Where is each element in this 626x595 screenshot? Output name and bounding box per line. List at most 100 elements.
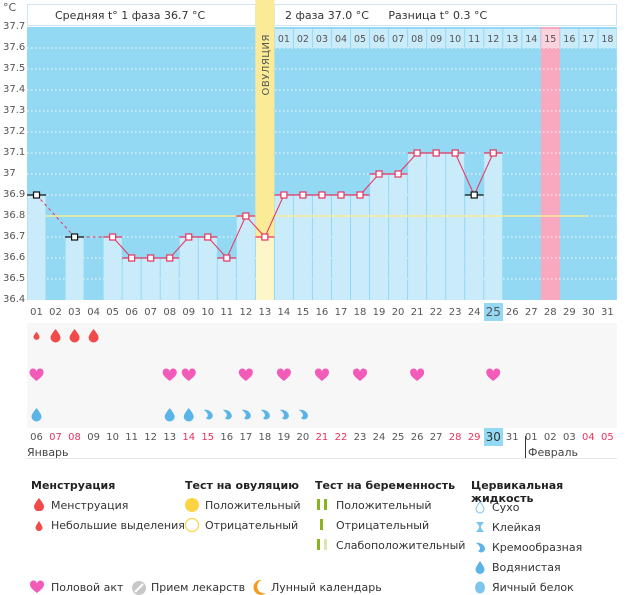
cycle-day-label[interactable]: 19 xyxy=(372,307,386,318)
calendar-date-label[interactable]: 29 xyxy=(467,432,481,443)
cycle-day-label[interactable]: 25 xyxy=(483,303,503,321)
temperature-bar xyxy=(389,174,408,300)
temperature-point xyxy=(318,191,326,199)
cycle-day-label[interactable]: 01 xyxy=(30,307,43,318)
calendar-date-label[interactable]: 19 xyxy=(277,432,291,443)
calendar-date-label[interactable]: 18 xyxy=(258,432,272,443)
temperature-point xyxy=(356,191,364,199)
cycle-day-label[interactable]: 13 xyxy=(258,307,272,318)
y-tick-label: 36.5 xyxy=(3,273,26,284)
cycle-day-label[interactable]: 03 xyxy=(68,307,81,318)
cycle-day-label[interactable]: 22 xyxy=(429,307,443,318)
calendar-date-label[interactable]: 21 xyxy=(315,432,329,443)
cycle-day-label[interactable]: 06 xyxy=(125,307,138,318)
cycle-day-label[interactable]: 24 xyxy=(467,307,481,318)
phase2-summary: 2 фаза 37.0 °C Разница t° 0.3 °C xyxy=(274,4,617,26)
post-ovulation-day-cell xyxy=(560,29,579,48)
calendar-date-label[interactable]: 25 xyxy=(391,432,405,443)
cycle-day-label[interactable]: 05 xyxy=(106,307,119,318)
legend-ovulation-positive: Положительный xyxy=(205,499,301,512)
calendar-date-label[interactable]: 16 xyxy=(220,432,234,443)
calendar-date-label[interactable]: 17 xyxy=(239,432,253,443)
calendar-date-label[interactable]: 12 xyxy=(144,432,158,443)
temperature-bar xyxy=(122,258,141,300)
pregnancy-negative-icon xyxy=(320,519,323,530)
intercourse-heart-icon xyxy=(276,368,291,381)
calendar-date-label[interactable]: 31 xyxy=(505,432,519,443)
cycle-day-label[interactable]: 07 xyxy=(144,307,158,318)
cycle-day-label[interactable]: 30 xyxy=(581,307,595,318)
calendar-date-label[interactable]: 20 xyxy=(296,432,310,443)
temperature-point xyxy=(128,254,136,262)
spotting-drop-icon xyxy=(35,521,43,531)
calendar-date-label[interactable]: 05 xyxy=(601,432,614,443)
cycle-day-label[interactable]: 21 xyxy=(410,307,424,318)
calendar-date-label[interactable]: 27 xyxy=(429,432,443,443)
menstruation-drop-icon xyxy=(50,329,61,343)
cycle-day-label[interactable]: 04 xyxy=(87,307,100,318)
pregnancy-faint-icon xyxy=(317,539,327,550)
cycle-day-label[interactable]: 02 xyxy=(49,307,62,318)
y-tick-label: 37.3 xyxy=(3,105,26,116)
cycle-day-label[interactable]: 10 xyxy=(201,307,215,318)
cycle-day-label[interactable]: 28 xyxy=(543,307,557,318)
intercourse-heart-icon xyxy=(410,368,425,381)
calendar-date-label[interactable]: 14 xyxy=(182,432,196,443)
calendar-date-label[interactable]: 03 xyxy=(562,432,576,443)
post-ovulation-day-cell xyxy=(541,29,560,48)
calendar-date-label[interactable]: 01 xyxy=(524,432,538,443)
calendar-date-label[interactable]: 30 xyxy=(483,428,503,446)
temperature-bar xyxy=(217,258,236,300)
calendar-date-label[interactable]: 08 xyxy=(68,432,81,443)
calendar-date-label[interactable]: 23 xyxy=(353,432,367,443)
post-ovulation-day-cell xyxy=(389,29,408,48)
calendar-date-label[interactable]: 26 xyxy=(410,432,424,443)
menstruation-drop-icon xyxy=(88,329,99,343)
post-ovulation-day-cell xyxy=(351,29,370,48)
calendar-date-label[interactable]: 11 xyxy=(125,432,138,443)
post-ovulation-day-label: 10 xyxy=(449,34,461,45)
temperature-point xyxy=(166,254,174,262)
cycle-day-label[interactable]: 20 xyxy=(391,307,405,318)
cycle-day-label[interactable]: 23 xyxy=(448,307,462,318)
cycle-day-label[interactable]: 08 xyxy=(163,307,177,318)
y-tick-label: 37 xyxy=(3,168,16,179)
cycle-day-label[interactable]: 27 xyxy=(524,307,538,318)
cycle-day-label[interactable]: 31 xyxy=(601,307,614,318)
post-ovulation-day-cell xyxy=(446,29,465,48)
y-tick-label: 36.8 xyxy=(3,210,26,221)
calendar-date-label[interactable]: 28 xyxy=(448,432,462,443)
post-ovulation-day-label: 07 xyxy=(392,34,404,45)
post-ovulation-day-label: 17 xyxy=(582,34,594,45)
calendar-date-label[interactable]: 22 xyxy=(334,432,348,443)
cycle-day-label[interactable]: 18 xyxy=(353,307,367,318)
cycle-day-label[interactable]: 12 xyxy=(239,307,253,318)
legend-fluid-dry: Сухо xyxy=(492,501,520,514)
cycle-day-label[interactable]: 14 xyxy=(277,307,291,318)
calendar-date-label[interactable]: 07 xyxy=(49,432,62,443)
calendar-date-label[interactable]: 04 xyxy=(581,432,595,443)
cycle-day-label[interactable]: 09 xyxy=(182,307,196,318)
ovulation-column xyxy=(255,0,275,237)
calendar-date-label[interactable]: 13 xyxy=(163,432,177,443)
y-tick-label: 36.7 xyxy=(3,231,26,242)
calendar-date-label[interactable]: 09 xyxy=(87,432,100,443)
calendar-date-label[interactable]: 15 xyxy=(201,432,215,443)
calendar-date-label[interactable]: 24 xyxy=(372,432,386,443)
cycle-day-label[interactable]: 15 xyxy=(296,307,310,318)
calendar-date-label[interactable]: 02 xyxy=(543,432,557,443)
temperature-bar xyxy=(370,174,389,300)
calendar-date-label[interactable]: 10 xyxy=(106,432,119,443)
fluid-watery-icon xyxy=(164,408,175,422)
cycle-day-label[interactable]: 26 xyxy=(505,307,519,318)
cycle-day-label[interactable]: 29 xyxy=(562,307,576,318)
month-february: Февраль xyxy=(528,446,578,459)
cycle-day-label[interactable]: 16 xyxy=(315,307,329,318)
cycle-day-label[interactable]: 11 xyxy=(220,307,234,318)
fluid-dry-icon xyxy=(475,501,485,514)
calendar-date-label[interactable]: 06 xyxy=(30,432,43,443)
post-ovulation-day-label: 11 xyxy=(468,34,480,45)
cycle-day-label[interactable]: 17 xyxy=(334,307,348,318)
legend-fluid-creamy: Кремообразная xyxy=(492,541,583,554)
post-ovulation-day-cell xyxy=(331,29,351,48)
